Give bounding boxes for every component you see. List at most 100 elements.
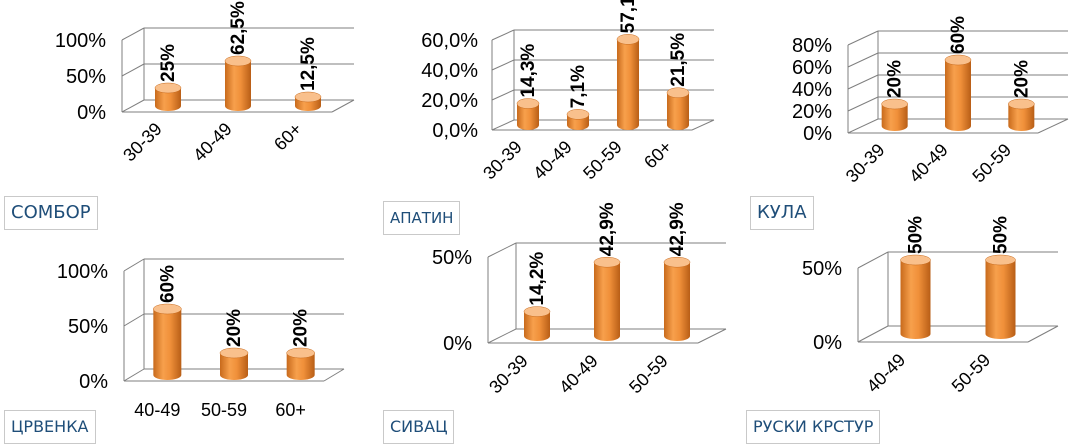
- grid-depth-line: [121, 99, 145, 113]
- x-category-label: 60+: [275, 400, 306, 420]
- bar-top: [219, 347, 249, 359]
- y-tick-label: 100%: [55, 30, 106, 52]
- x-category-label: 50-59: [968, 140, 1015, 187]
- x-category-label: 40-49: [905, 140, 952, 187]
- bar-40-49: [594, 262, 620, 341]
- bar-top: [523, 306, 551, 317]
- data-label: 42,9%: [597, 202, 618, 256]
- grid-depth-line: [847, 96, 879, 112]
- bar-40-49: [225, 61, 251, 111]
- chart-name-ruski-krstur: РУСКИ КРСТУР: [746, 410, 881, 444]
- x-category-label: 40-49: [189, 119, 236, 166]
- x-category-label: 40-49: [863, 350, 910, 397]
- data-label: 14,2%: [527, 252, 548, 306]
- chart-2: 0,0% 20,0% 40,0% 60,0% 14,3% 30-39 7,1% 40-49 57…: [421, 0, 715, 184]
- bar-top: [881, 98, 908, 110]
- y-tick-label: 50%: [66, 66, 106, 88]
- y-tick-label: 40,0%: [421, 60, 478, 82]
- chart-5: 0% 50% 14,2% 30-39 42,9% 40-49 42,9% 50-59: [432, 202, 727, 398]
- chart-6: 0% 50% 50% 40-49 50% 50-59: [802, 216, 1059, 397]
- bar-top: [286, 347, 315, 359]
- y-tick-label: 0%: [443, 333, 472, 355]
- floor-edge: [323, 368, 345, 382]
- x-category-label: 50-59: [625, 351, 672, 398]
- x-category-label: 30-39: [119, 119, 166, 166]
- x-category-label: 30-39: [842, 140, 889, 187]
- x-category-label: 40-49: [555, 351, 602, 398]
- y-tick-label: 50%: [802, 258, 842, 280]
- bar-30-39: [524, 311, 550, 341]
- bar-50-59: [617, 39, 639, 130]
- x-category-label: 40-49: [134, 400, 180, 420]
- data-label: 12,5%: [298, 37, 319, 91]
- x-category-label: 60+: [270, 119, 306, 155]
- grid-depth-line: [491, 29, 515, 41]
- y-tick-label: 80%: [792, 35, 832, 57]
- bar-top: [663, 256, 691, 268]
- bar-40-49: [900, 260, 931, 339]
- data-label: 60%: [157, 265, 178, 303]
- grid-depth-line: [487, 328, 517, 344]
- grid-depth-line: [857, 251, 889, 269]
- data-label: 20%: [224, 309, 245, 347]
- grid-depth-line: [123, 258, 145, 272]
- data-label: 21,5%: [668, 33, 689, 87]
- bar-top: [593, 256, 621, 268]
- data-label: 20%: [1011, 60, 1032, 98]
- y-tick-label: 60%: [792, 57, 832, 79]
- bar-50-59: [985, 260, 1016, 339]
- x-category-label: 50-59: [948, 350, 995, 397]
- bar-60+: [667, 92, 689, 130]
- bar-50-59: [664, 262, 690, 341]
- data-label: 14,3%: [518, 44, 539, 98]
- grid-depth-line: [847, 52, 879, 68]
- floor-edge: [697, 328, 727, 344]
- data-label: 20%: [291, 309, 312, 347]
- bar-top: [944, 54, 972, 66]
- y-tick-label: 40%: [792, 79, 832, 101]
- bar-50-59: [220, 353, 248, 380]
- bar-40-49: [945, 60, 971, 131]
- grid-depth-line: [847, 30, 879, 46]
- bar-30-39: [155, 88, 181, 111]
- x-category-label: 60+: [640, 137, 676, 173]
- floor-edge: [1037, 118, 1069, 134]
- bar-top: [566, 109, 590, 120]
- y-tick-label: 0,0%: [432, 120, 478, 142]
- floor-edge: [331, 99, 355, 113]
- y-tick-label: 0%: [79, 371, 108, 393]
- grid-depth-line: [121, 27, 145, 41]
- x-category-label: 40-49: [529, 137, 576, 184]
- y-tick-label: 0%: [77, 102, 106, 124]
- data-label: 50%: [991, 216, 1012, 254]
- bar-top: [616, 34, 640, 45]
- bar-40-49: [153, 309, 182, 380]
- bar-30-39: [881, 104, 908, 131]
- y-tick-label: 100%: [57, 261, 108, 283]
- grid-depth-line: [491, 119, 515, 131]
- y-tick-label: 50%: [432, 247, 472, 269]
- grid-depth-line: [857, 325, 889, 343]
- data-label: 42,9%: [667, 202, 688, 256]
- grid-depth-line: [491, 59, 515, 71]
- data-label: 7,1%: [568, 65, 589, 108]
- bar-top: [154, 82, 182, 94]
- bar-top: [516, 98, 540, 109]
- bar-top: [224, 55, 252, 67]
- bar-60+: [286, 353, 315, 380]
- x-category-label: 30-39: [479, 137, 526, 184]
- grid-depth-line: [847, 118, 879, 134]
- data-label: 20%: [885, 60, 906, 98]
- x-category-label: 50-59: [201, 400, 247, 420]
- x-category-label: 50-59: [579, 137, 626, 184]
- grid-depth-line: [121, 63, 145, 77]
- bar-top: [985, 254, 1016, 266]
- x-category-label: 30-39: [485, 351, 532, 398]
- data-label: 60%: [948, 16, 969, 54]
- grid-depth-line: [487, 242, 517, 258]
- chart-4: 0% 50% 100% 60% 40-49 20% 50-59 20% 60+: [57, 258, 345, 420]
- grid-depth-line: [123, 313, 145, 327]
- y-tick-label: 60,0%: [421, 30, 478, 52]
